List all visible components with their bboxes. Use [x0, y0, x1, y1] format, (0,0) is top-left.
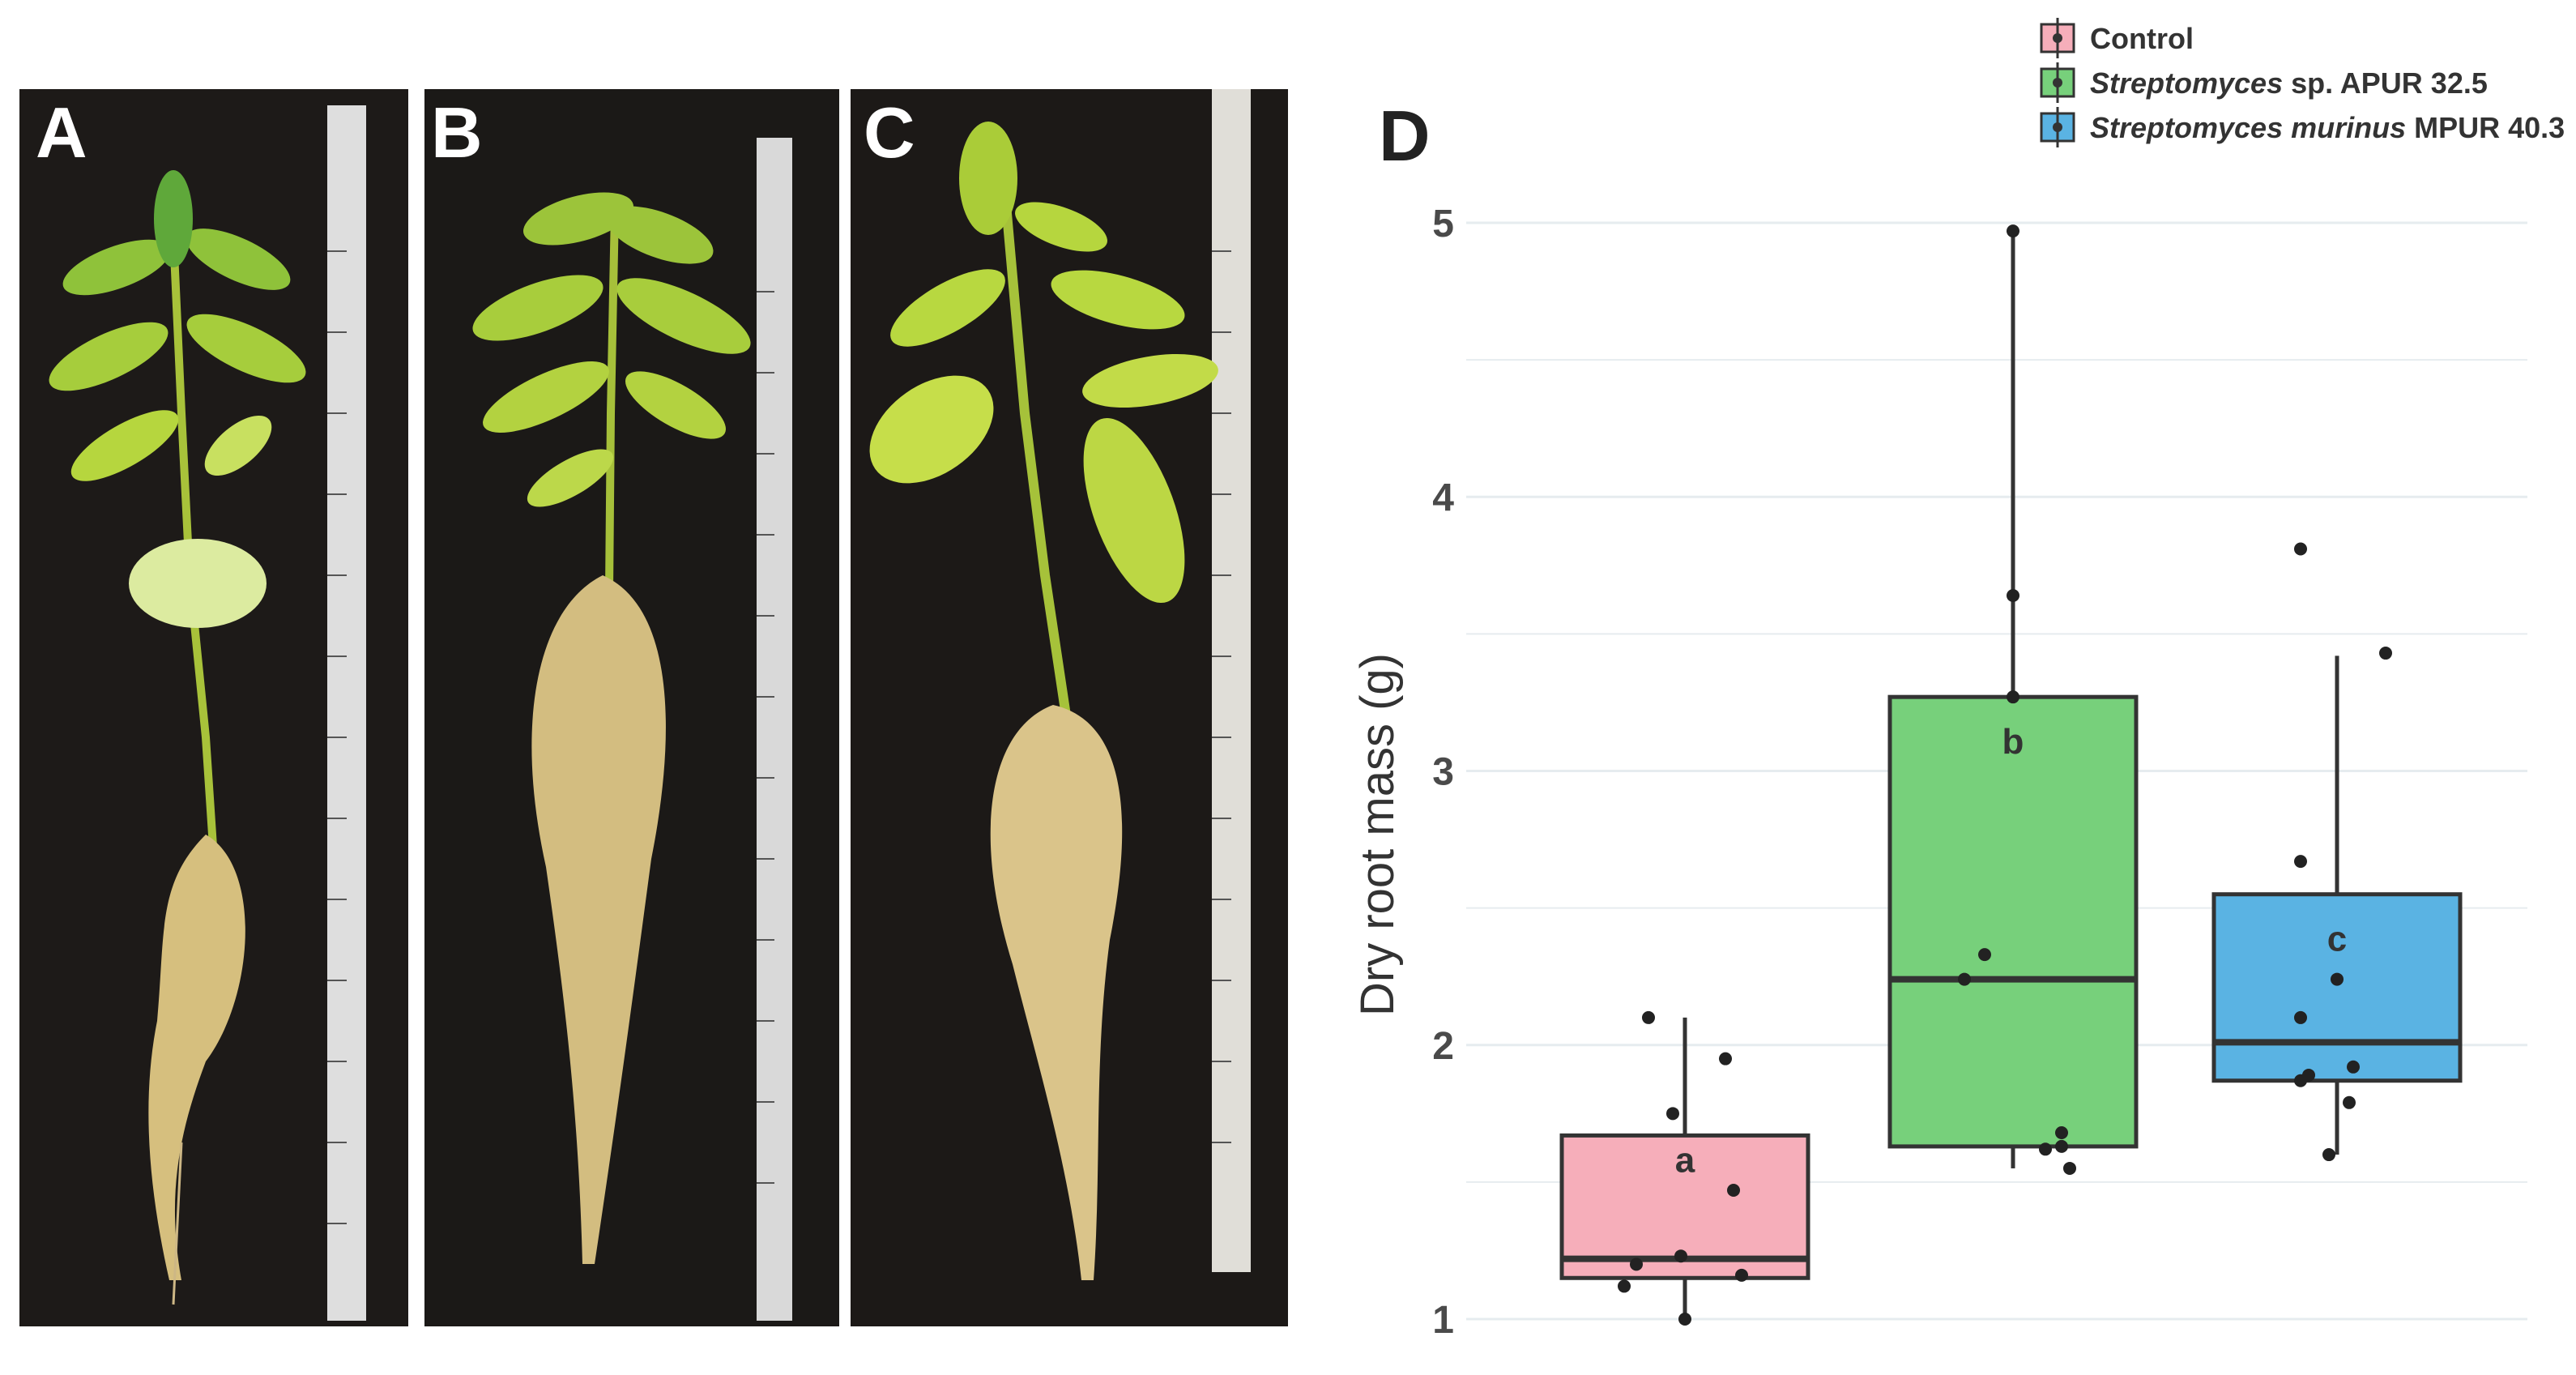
data-point — [2343, 1095, 2356, 1109]
y-axis-title: Dry root mass (g) — [1351, 653, 1404, 1016]
data-point — [2055, 1139, 2068, 1153]
legend-item: Streptomyces murinus MPUR 40.3 — [2040, 107, 2565, 147]
data-point — [2331, 972, 2344, 986]
photo-panel-b — [424, 89, 839, 1326]
data-point — [1642, 1010, 1655, 1024]
plant-photo-a — [19, 89, 408, 1326]
legend-swatch-point — [2053, 33, 2062, 43]
legend: Control Streptomyces sp. APUR 32.5 Strepto… — [2040, 18, 2565, 147]
data-point — [1727, 1184, 1740, 1198]
box-body — [1887, 694, 2139, 1149]
legend-item: Control — [2040, 18, 2194, 58]
data-point — [2294, 1074, 2307, 1087]
data-point — [1666, 1107, 1679, 1121]
data-point — [2294, 855, 2307, 869]
y-tick-label: 1 — [1432, 1299, 1454, 1342]
legend-swatch-point — [2053, 78, 2062, 88]
data-points — [1618, 224, 2392, 1326]
data-point — [2055, 1125, 2068, 1139]
y-tick-label: 4 — [1432, 476, 1454, 519]
plant-photo-c — [851, 89, 1288, 1326]
data-point — [2007, 589, 2019, 603]
data-point — [1978, 948, 1991, 962]
legend-label: Streptomyces sp. APUR 32.5 — [2090, 66, 2488, 100]
data-point — [2347, 1060, 2360, 1074]
box-3: c — [2211, 655, 2463, 1155]
panel-letter-c: C — [864, 92, 915, 173]
y-tick-label: 3 — [1432, 751, 1454, 794]
dry-root-mass-boxplot: 1 2 3 4 5 a b c Control Streptomyces sp. APUR 3… — [1351, 18, 2565, 1342]
y-tick-label: 5 — [1432, 203, 1454, 246]
significance-letter: b — [2002, 722, 2024, 762]
data-point — [1958, 972, 1971, 986]
y-tick-label: 2 — [1432, 1025, 1454, 1068]
data-point — [2007, 690, 2019, 704]
legend-label: Control — [2090, 22, 2194, 55]
data-point — [2039, 1142, 2052, 1156]
data-point — [1719, 1052, 1732, 1065]
data-point — [2063, 1161, 2076, 1175]
photo-panel-a — [19, 89, 408, 1326]
data-point — [1735, 1268, 1748, 1282]
data-point — [1630, 1258, 1643, 1271]
data-point — [2294, 542, 2307, 556]
panel-letter-b: B — [431, 92, 483, 173]
legend-label: Streptomyces murinus MPUR 40.3 — [2090, 111, 2565, 144]
photo-panel-c — [851, 89, 1288, 1326]
box-series: a b c — [1559, 231, 2463, 1319]
data-point — [2007, 224, 2019, 238]
data-point — [1674, 1249, 1687, 1263]
data-point — [2322, 1148, 2335, 1162]
data-point — [2379, 647, 2392, 660]
panel-letter-d: D — [1379, 96, 1431, 176]
significance-letter: c — [2327, 920, 2347, 959]
plant-photo-b — [424, 89, 839, 1326]
data-point — [2294, 1010, 2307, 1024]
data-point — [1678, 1313, 1691, 1326]
significance-letter: a — [1675, 1140, 1695, 1180]
box-body — [2211, 892, 2463, 1083]
data-point — [1618, 1279, 1631, 1293]
legend-item: Streptomyces sp. APUR 32.5 — [2040, 62, 2488, 103]
box-2: b — [1887, 231, 2139, 1168]
panel-letter-a: A — [36, 92, 87, 173]
legend-swatch-point — [2053, 122, 2062, 132]
box-1: a — [1559, 1017, 1810, 1319]
y-axis-ticks: 1 2 3 4 5 — [1432, 203, 1454, 1342]
